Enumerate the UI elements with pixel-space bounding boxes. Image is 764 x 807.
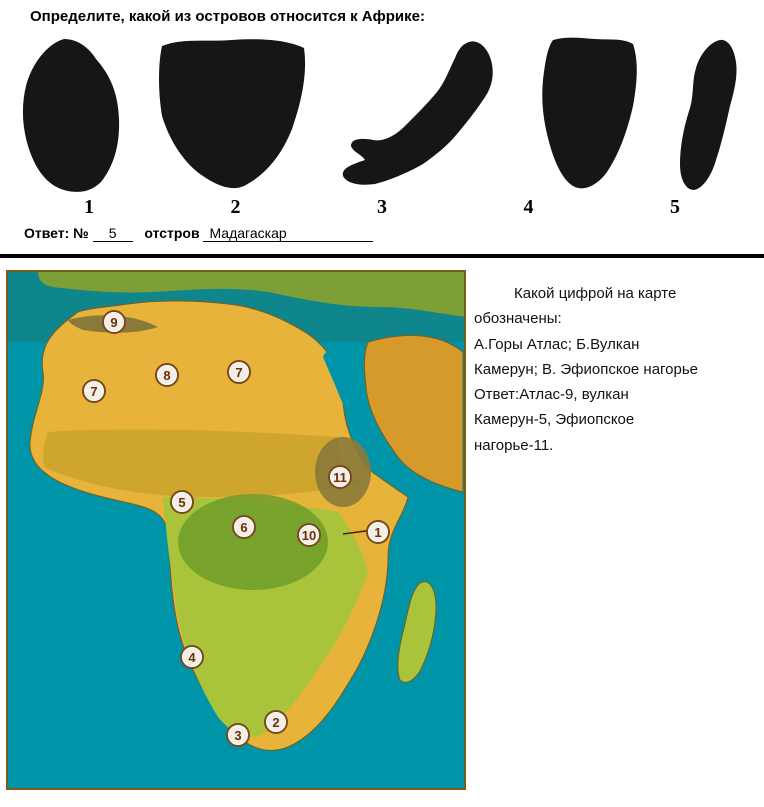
- greenland-silhouette: [533, 34, 643, 194]
- map-question-text: Какой цифрой на карте обозначены: А.Горы…: [474, 270, 754, 459]
- map-marker-1: 1: [366, 520, 390, 544]
- map-marker-11: 11: [328, 465, 352, 489]
- map-marker-7b: 7: [82, 379, 106, 403]
- side-line-3: А.Горы Атлас; Б.Вулкан: [474, 333, 754, 356]
- side-ans-1: Ответ:Атлас-9, вулкан: [474, 383, 754, 406]
- answer-number-blank: 5: [93, 225, 133, 242]
- answer-prefix: Ответ: №: [24, 225, 89, 241]
- honshu-silhouette: [337, 34, 507, 194]
- map-marker-10: 10: [297, 523, 321, 547]
- side-line-4: Камерун; В. Эфиопское нагорье: [474, 358, 754, 381]
- side-ans-3: нагорье-11.: [474, 434, 754, 457]
- island-num-4: 4: [464, 196, 594, 219]
- arabia-landmass: [364, 335, 463, 492]
- island-num-2: 2: [171, 196, 301, 219]
- island-name-blank: Мадагаскар: [203, 225, 373, 242]
- island-num-1: 1: [24, 196, 154, 219]
- side-line-2: обозначены:: [474, 307, 754, 330]
- sri-lanka-silhouette: [16, 34, 126, 194]
- map-marker-4: 4: [180, 645, 204, 669]
- madagascar-silhouette: [668, 34, 748, 194]
- island-numbers-row: 1 2 3 4 5: [12, 194, 752, 225]
- map-marker-9: 9: [102, 310, 126, 334]
- island-num-3: 3: [317, 196, 447, 219]
- map-marker-3: 3: [226, 723, 250, 747]
- map-marker-6: 6: [232, 515, 256, 539]
- islands-row: [12, 29, 752, 194]
- africa-map: 12345677891011: [6, 270, 466, 790]
- map-marker-7a: 7: [227, 360, 251, 384]
- tasmania-silhouette: [152, 34, 312, 194]
- island-num-5: 5: [610, 196, 740, 219]
- map-question-section: 12345677891011 Какой цифрой на карте обо…: [0, 258, 764, 796]
- map-marker-5: 5: [170, 490, 194, 514]
- map-marker-2: 2: [264, 710, 288, 734]
- map-marker-8: 8: [155, 363, 179, 387]
- side-ans-2: Камерун-5, Эфиопское: [474, 408, 754, 431]
- madagascar-island: [398, 582, 436, 683]
- question-title: Определите, какой из островов относится …: [30, 8, 752, 25]
- island-label: отстров: [144, 225, 199, 241]
- islands-question-section: Определите, какой из островов относится …: [0, 0, 764, 254]
- answer-line: Ответ: № 5 отстров Мадагаскар: [12, 225, 752, 248]
- side-line-1: Какой цифрой на карте: [474, 282, 754, 305]
